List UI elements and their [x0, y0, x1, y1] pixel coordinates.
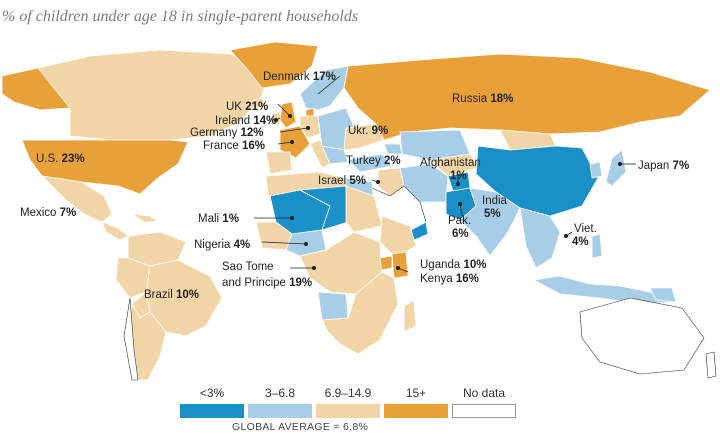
- leader-lines: [254, 75, 636, 273]
- region-turkey: [347, 153, 393, 173]
- region-balkans: [321, 145, 349, 165]
- region-mexico: [40, 175, 113, 223]
- label-pakistan: Pak.: [448, 215, 471, 227]
- region-ukraine: [343, 123, 385, 151]
- legend-label: <3%: [199, 386, 225, 400]
- region-uganda: [379, 255, 393, 271]
- region-china: [475, 145, 599, 217]
- world-map: Denmark 17% UK 21% Ireland 14% Germany 1…: [1, 41, 717, 381]
- legend-label: 6.9–14.9: [324, 386, 372, 400]
- label-japan: Japan 7%: [638, 160, 689, 172]
- label-afghanistan-value: 1%: [450, 170, 467, 182]
- region-usa: [21, 139, 189, 195]
- label-mali: Mali 1%: [198, 213, 239, 225]
- region-sudan: [345, 185, 383, 233]
- label-russia: Russia 18%: [452, 93, 513, 105]
- region-greenland: [229, 41, 319, 89]
- label-saotome-line2: and Principe 19%: [222, 277, 312, 289]
- label-pakistan-value: 6%: [452, 228, 469, 240]
- region-uk: [279, 101, 297, 129]
- region-iceland: [247, 97, 267, 109]
- region-niger-chad: [298, 185, 349, 231]
- label-india: India: [482, 195, 508, 207]
- region-philippines: [591, 233, 603, 259]
- label-india-value: 5%: [484, 208, 501, 220]
- region-canada: [37, 49, 269, 141]
- region-png: [649, 287, 677, 303]
- legend-label: 15+: [405, 386, 427, 400]
- marker-japan: [618, 162, 622, 166]
- region-denmark: [305, 107, 315, 117]
- region-se-asia: [519, 207, 561, 269]
- region-scandinavia: [299, 65, 349, 111]
- label-mexico: Mexico 7%: [20, 207, 76, 219]
- region-angola: [317, 291, 349, 321]
- legend-swatch: [248, 404, 312, 418]
- label-france: France 16%: [203, 140, 265, 152]
- global-average: GLOBAL AVERAGE = 6.8%: [232, 421, 369, 433]
- region-australia: [579, 297, 705, 375]
- label-turkey: Turkey 2%: [346, 155, 401, 167]
- region-central-america: [101, 221, 129, 241]
- region-russia: [343, 53, 711, 141]
- map-title: % of children under age 18 in single-par…: [2, 8, 359, 25]
- region-france: [279, 125, 311, 159]
- label-denmark: Denmark 17%: [263, 71, 336, 83]
- region-korea: [589, 161, 603, 179]
- legend-item-3to68: 3–6.8: [248, 386, 312, 418]
- region-kenya: [391, 251, 409, 279]
- label-saotome-line1: Sao Tome: [222, 261, 274, 273]
- legend-item-15plus: 15+: [384, 386, 448, 418]
- map-legend: <3% 3–6.8 6.9–14.9 15+ No data: [180, 386, 520, 436]
- region-iberia: [265, 151, 293, 175]
- label-uk: UK 21%: [226, 101, 268, 113]
- legend-label: 3–6.8: [264, 386, 296, 400]
- legend-swatch: [452, 404, 516, 418]
- region-caribbean: [131, 213, 160, 223]
- label-germany: Germany 12%: [190, 127, 264, 139]
- legend-swatch: [316, 404, 380, 418]
- label-us: U.S. 23%: [36, 153, 85, 165]
- region-germany: [299, 115, 321, 139]
- label-ireland: Ireland 14%: [215, 115, 276, 127]
- label-nigeria: Nigeria 4%: [194, 239, 250, 251]
- region-japan: [605, 149, 627, 187]
- legend-item-nodata: No data: [452, 386, 516, 418]
- legend-item-lt3: <3%: [180, 386, 244, 418]
- region-india: [459, 187, 521, 257]
- label-ukraine: Ukr. 9%: [348, 125, 388, 137]
- label-uganda: Uganda 10%: [420, 259, 487, 271]
- label-israel: Israel 5%: [318, 175, 366, 187]
- region-southern-africa: [321, 271, 399, 355]
- region-chile: [123, 297, 139, 381]
- legend-label: No data: [462, 386, 506, 400]
- legend-swatch: [384, 404, 448, 418]
- legend-item-69to149: 6.9–14.9: [316, 386, 380, 418]
- label-vietnam-value: 4%: [572, 236, 589, 248]
- region-caucasus: [383, 143, 403, 155]
- legend-swatch: [180, 404, 244, 418]
- label-kenya: Kenya 16%: [420, 273, 479, 285]
- label-vietnam: Viet.: [574, 223, 597, 235]
- region-new-zealand: [705, 351, 717, 379]
- region-madagascar: [403, 299, 417, 333]
- label-afghanistan: Afghanistan: [420, 157, 481, 169]
- label-brazil: Brazil 10%: [144, 289, 199, 301]
